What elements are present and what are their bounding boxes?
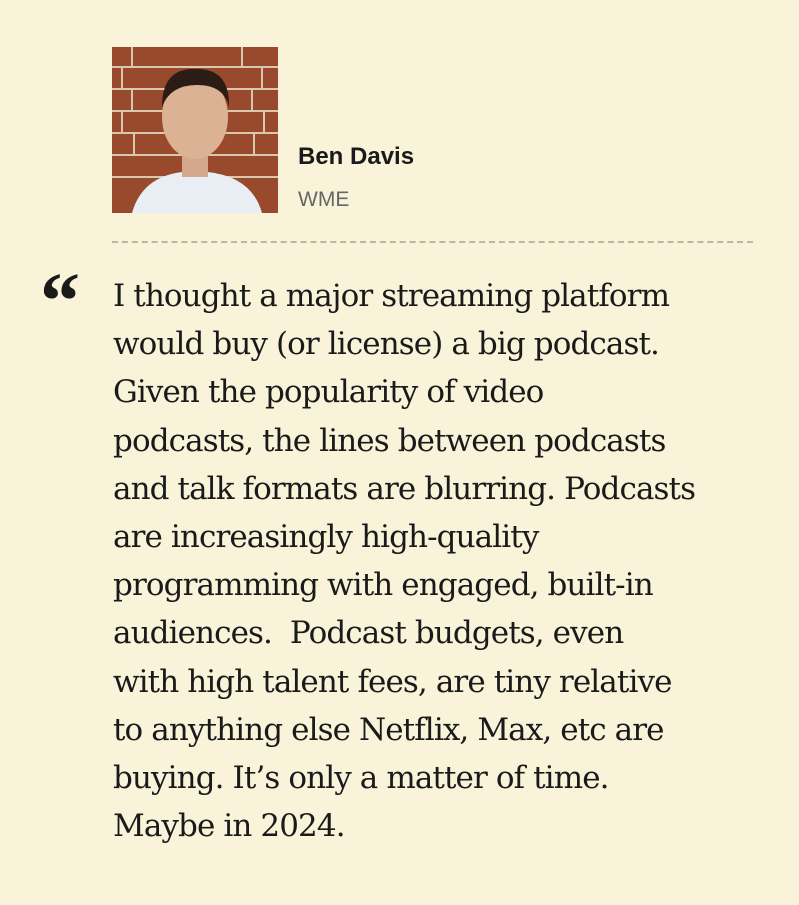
quote-line: podcasts, the lines between podcasts: [113, 422, 666, 459]
author-name: Ben Davis: [298, 143, 415, 170]
quote-line: with high talent fees, are tiny relative: [113, 663, 672, 700]
quote-line: buying. It’s only a matter of time.: [113, 760, 609, 797]
quote-mark: “: [40, 258, 80, 346]
quote-text: I thought a major streaming platform woul…: [113, 272, 696, 850]
quote-line: Maybe in 2024.: [113, 808, 346, 845]
author-photo: [112, 47, 278, 213]
quote-line: are increasingly high-quality: [113, 519, 539, 556]
quote-line: programming with engaged, built-in: [113, 567, 654, 604]
quote-line: and talk formats are blurring. Podcasts: [113, 470, 696, 507]
quote-line: I thought a major streaming platform: [113, 278, 670, 314]
quote-line: would buy (or license) a big podcast.: [113, 326, 660, 363]
quote-line: Given the popularity of video: [113, 374, 544, 411]
quote-line: audiences. Podcast budgets, even: [113, 615, 624, 652]
quote-line: to anything else Netflix, Max, etc are: [113, 711, 665, 748]
author-organization: WME: [298, 188, 350, 211]
divider: [112, 241, 753, 243]
